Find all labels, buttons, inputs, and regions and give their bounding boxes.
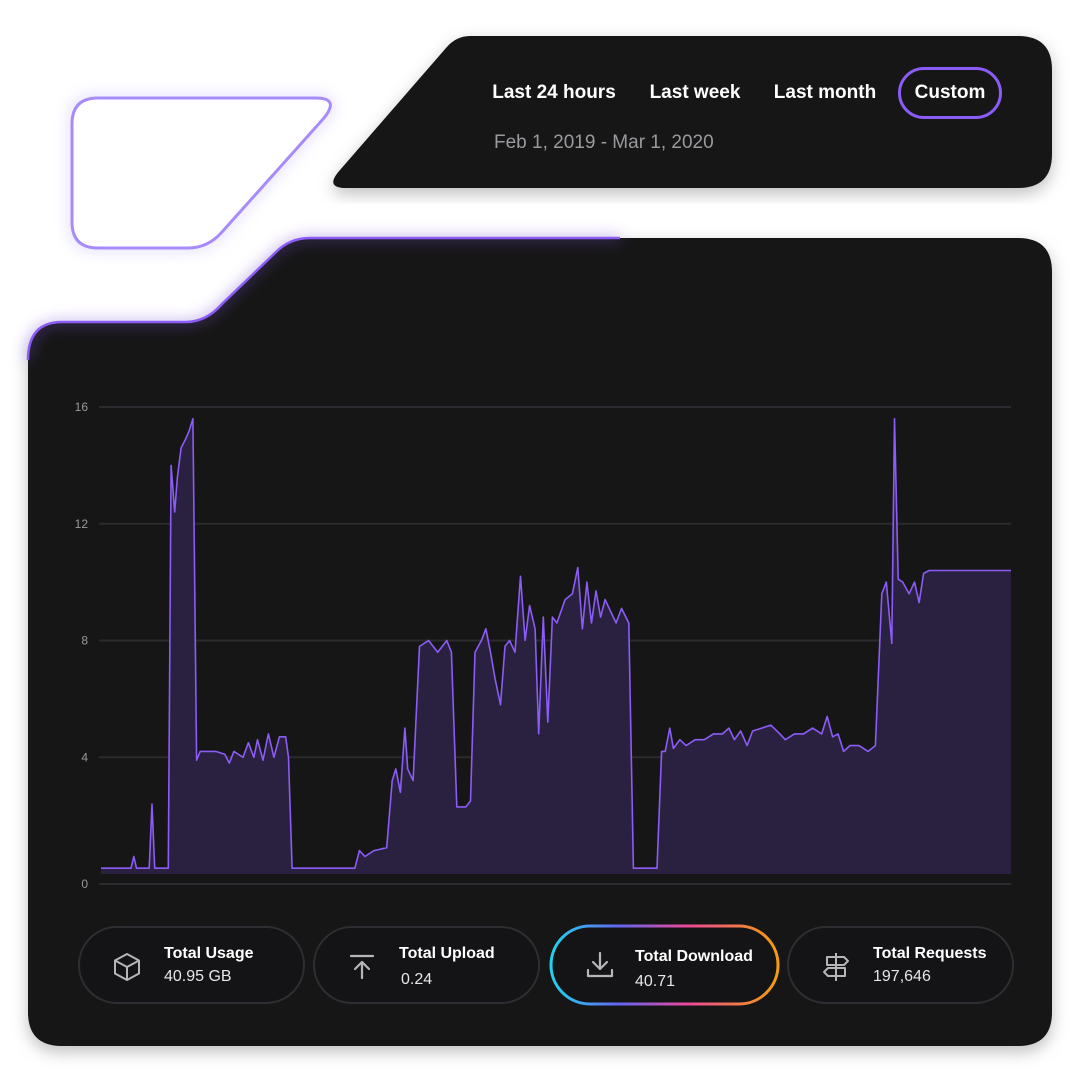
download-icon [586, 951, 614, 978]
stat-value: 197,646 [873, 968, 931, 985]
cube-icon [114, 953, 140, 981]
range-panel-shape [333, 36, 1052, 188]
signpost-icon [823, 953, 849, 981]
range-last-month[interactable]: Last month [773, 82, 877, 103]
range-last-24-hours[interactable]: Last 24 hours [492, 82, 616, 103]
stat-total-upload[interactable]: Total Upload 0.24 [313, 926, 540, 1004]
stat-label: Total Download [635, 948, 753, 965]
stat-total-download[interactable]: Total Download 40.71 [551, 926, 778, 1004]
main-panel-shape [28, 238, 1052, 1046]
stat-label: Total Usage [164, 945, 254, 962]
stat-label: Total Requests [873, 945, 987, 962]
panel-glow-edge [26, 236, 620, 361]
range-last-week[interactable]: Last week [649, 82, 741, 103]
stat-total-requests[interactable]: Total Requests 197,646 [787, 926, 1014, 1004]
upload-icon [349, 954, 375, 980]
stat-label: Total Upload [399, 945, 495, 962]
stat-value: 40.95 GB [164, 968, 232, 985]
stat-total-usage[interactable]: Total Usage 40.95 GB [78, 926, 305, 1004]
stat-value: 40.71 [635, 973, 676, 990]
stat-value: 0.24 [401, 971, 433, 988]
decorative-outline-shape [70, 96, 332, 250]
range-custom[interactable]: Custom [898, 67, 1002, 119]
total-download-ring [549, 924, 780, 1006]
date-range-text: Feb 1, 2019 - Mar 1, 2020 [494, 132, 714, 153]
